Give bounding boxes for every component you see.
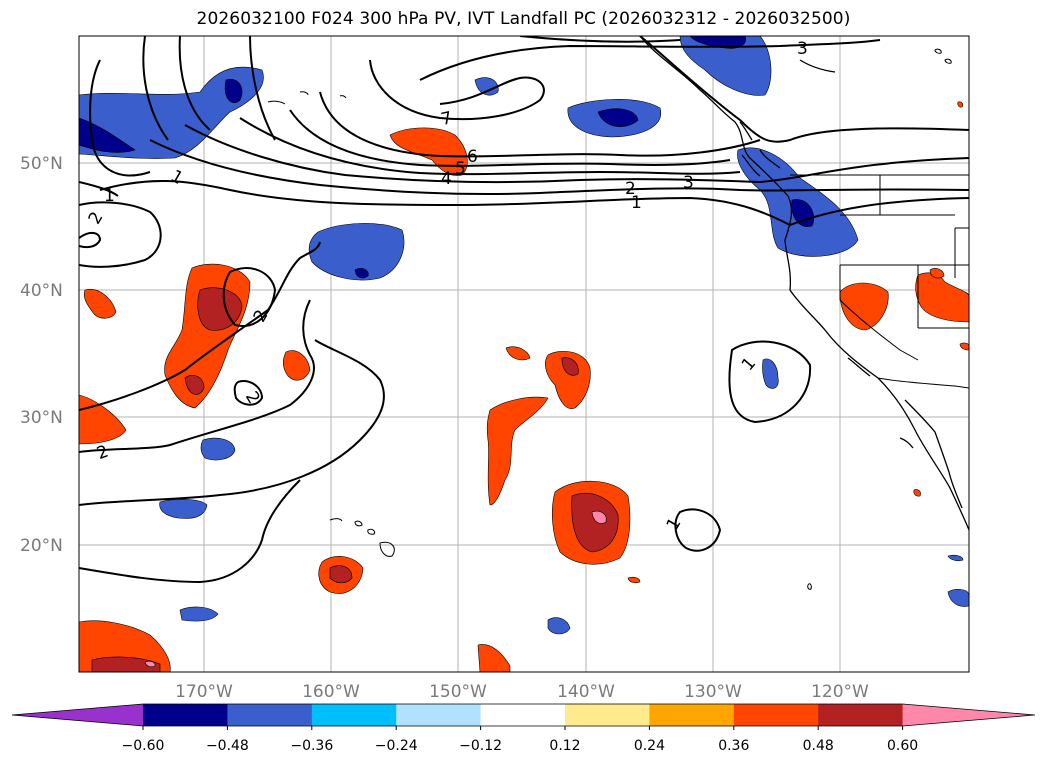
contour-label: 7 (439, 108, 454, 130)
colorbar-extend-right (902, 704, 1035, 726)
contour-label: 1 (631, 193, 642, 213)
contour-label: 6 (467, 147, 478, 167)
colorbar-segment (227, 704, 313, 726)
contour-label: 2 (625, 179, 636, 199)
colorbar-segment (480, 704, 566, 726)
colorbar-segment (649, 704, 735, 726)
latitude-labels: 50°N 40°N 30°N 20°N (20, 154, 63, 556)
contour-label: 3 (683, 173, 694, 193)
colorbar-segment (565, 704, 650, 726)
colorbar-tick-label: −0.48 (206, 738, 249, 754)
lon-label: 140°W (557, 682, 615, 702)
lon-label: 150°W (429, 682, 487, 702)
contour-label: 3 (797, 39, 808, 59)
lat-label: 20°N (20, 536, 63, 556)
colorbar-tick-label: −0.36 (290, 738, 333, 754)
lat-label: 50°N (20, 154, 63, 174)
colorbar-tick-label: 0.36 (718, 738, 749, 754)
colorbar-tick-label: 0.24 (634, 738, 665, 754)
colorbar-segment (818, 704, 904, 726)
map-panel: 7 6 5 4 3 3 2 1 1 1 2 2 2 2 1 1 (79, 36, 969, 672)
contour-label: 4 (441, 169, 452, 189)
colorbar-segments (11, 703, 1036, 727)
colorbar-segment (733, 704, 819, 726)
lat-label: 40°N (20, 281, 63, 301)
coastlines (639, 36, 969, 531)
gridlines (79, 36, 969, 672)
islands (267, 48, 952, 590)
colorbar-tick-label: 0.48 (803, 738, 834, 754)
colorbar-segment (311, 704, 397, 726)
colorbar-tick-label: 0.12 (549, 738, 580, 754)
longitude-labels: 170°W 160°W 150°W 140°W 130°W 120°W (175, 682, 869, 702)
lon-label: 130°W (684, 682, 742, 702)
pv-contours (79, 36, 969, 584)
lon-label: 160°W (302, 682, 360, 702)
borders (790, 174, 969, 389)
colorbar-tick-label: −0.24 (375, 738, 418, 754)
colorbar-segment (396, 704, 482, 726)
lon-label: 120°W (811, 682, 869, 702)
contour-label: 5 (455, 159, 466, 179)
colorbar-segment (143, 704, 228, 726)
colorbar-ticks: −0.60 −0.48 −0.36 −0.24 −0.12 0.12 0.24 0.36 0.4… (122, 726, 918, 754)
colorbar-tick-label: 0.60 (887, 738, 918, 754)
colorbar-tick-label: −0.60 (122, 738, 165, 754)
map-title: 2026032100 F024 300 hPa PV, IVT Landfall… (196, 9, 851, 29)
map-frame (78, 35, 970, 673)
contour-label: 1 (104, 186, 115, 206)
lon-label: 170°W (175, 682, 233, 702)
colorbar-extend-left (12, 704, 143, 726)
lat-label: 30°N (20, 408, 63, 428)
colorbar-tick-label: −0.12 (459, 738, 502, 754)
colorbar: −0.60 −0.48 −0.36 −0.24 −0.12 0.12 0.24 0.36 0.4… (11, 703, 1036, 754)
